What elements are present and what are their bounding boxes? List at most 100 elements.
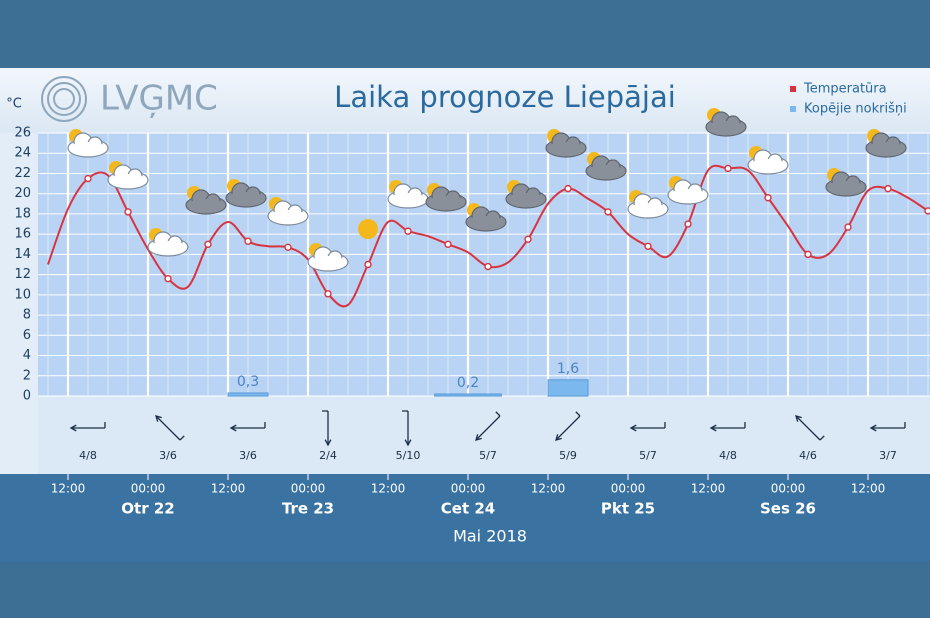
wind-arrow-shaft — [155, 415, 185, 441]
legend-swatch — [790, 106, 796, 112]
y-tick-label: 10 — [14, 287, 31, 302]
wind-arrow — [401, 410, 412, 447]
header-band — [0, 68, 930, 133]
temperature-marker — [204, 240, 212, 248]
temperature-marker — [124, 208, 132, 216]
wind-arrow-shaft — [475, 411, 501, 441]
legend: Temperatūra Kopējie nokrišņi — [790, 82, 907, 117]
temperature-marker — [524, 235, 532, 243]
wind-label: 3/7 — [879, 449, 897, 462]
weather-icons — [68, 108, 906, 271]
x-tick-label: 12:00 — [531, 482, 566, 496]
y-axis-band — [0, 133, 38, 474]
x-tick-label: 00:00 — [291, 482, 326, 496]
precipitation-bar — [547, 379, 589, 397]
x-tick-label: 12:00 — [211, 482, 246, 496]
legend-swatch — [790, 86, 796, 92]
y-tick-label: 12 — [14, 267, 31, 282]
wind-arrow-shaft — [69, 421, 106, 432]
y-tick-label: 18 — [14, 206, 31, 221]
temperature-marker — [404, 227, 412, 235]
wind-area — [38, 396, 930, 474]
wind-arrow-shaft — [629, 421, 666, 432]
y-tick-label: 4 — [23, 348, 31, 363]
y-tick-label: 26 — [14, 126, 31, 141]
y-tick-label: 24 — [14, 146, 31, 161]
temperature-marker — [604, 208, 612, 216]
wind-arrow-shaft — [555, 411, 581, 441]
temperature-marker — [444, 240, 452, 248]
temperature-marker — [164, 274, 172, 283]
wind-label: 5/7 — [639, 449, 657, 462]
y-tick-label: 0 — [23, 389, 31, 404]
wind-label: 4/8 — [79, 449, 97, 462]
wind-label: 3/6 — [159, 449, 177, 462]
temperature-marker — [804, 250, 812, 259]
x-tick-label: 12:00 — [851, 482, 886, 496]
temperature-marker — [364, 260, 372, 269]
wind-arrow — [475, 411, 501, 441]
wind-arrow-shaft — [795, 415, 825, 441]
wind-arrow-shaft — [869, 421, 906, 432]
wind-arrow-shaft — [229, 421, 266, 432]
wind-arrow — [869, 421, 906, 432]
x-axis-label: Mai 2018 — [453, 527, 527, 546]
y-tick-label: 8 — [23, 308, 31, 323]
y-tick-label: 2 — [23, 368, 31, 383]
wind-label: 2/4 — [319, 449, 337, 462]
day-label: Pkt 25 — [601, 500, 655, 518]
y-tick-label: 6 — [23, 328, 31, 343]
wind-label: 5/9 — [559, 449, 577, 462]
temperature-marker — [724, 164, 732, 173]
temperature-marker — [684, 220, 692, 228]
wind-arrow — [69, 421, 106, 432]
temperature-marker — [244, 237, 252, 245]
wind-label: 3/6 — [239, 449, 257, 462]
wind-arrow — [629, 421, 666, 432]
precipitation-bar — [434, 393, 502, 397]
temperature-marker — [284, 243, 292, 252]
temperature-marker — [644, 242, 652, 250]
temperature-marker — [844, 223, 852, 231]
y-tick-label: 14 — [14, 247, 31, 262]
wind-arrow-shaft — [401, 410, 412, 447]
precipitation-label: 1,6 — [557, 361, 579, 377]
logo-mark — [41, 76, 87, 122]
legend-label: Kopējie nokrišņi — [804, 102, 907, 117]
wind-label: 5/7 — [479, 449, 497, 462]
wind-arrow — [155, 415, 185, 441]
temperature-marker — [84, 174, 92, 183]
x-tick-label: 00:00 — [771, 482, 806, 496]
temperature-marker — [324, 290, 332, 298]
temperature-marker — [564, 184, 572, 193]
x-tick-label: 12:00 — [51, 482, 86, 496]
chart-title: Laika prognoze Liepājai — [334, 80, 676, 114]
temperature-marker — [884, 184, 892, 193]
wind-arrow — [229, 421, 266, 432]
wind-arrow — [709, 421, 746, 432]
precipitation-label: 0,3 — [237, 374, 259, 390]
wind-label: 5/10 — [396, 449, 421, 462]
day-label: Tre 23 — [282, 500, 334, 518]
temperature-marker — [484, 262, 492, 271]
temperature-marker — [924, 207, 930, 215]
wind-arrow — [795, 415, 825, 441]
x-tick-label: 00:00 — [611, 482, 646, 496]
x-tick-label: 12:00 — [691, 482, 726, 496]
wind-arrow — [555, 411, 581, 441]
y-axis-label: °C — [6, 97, 22, 112]
wind-arrow-shaft — [709, 421, 746, 432]
wind-arrow-shaft — [321, 410, 332, 447]
logo-text: LVĢMC — [100, 79, 218, 119]
temperature-marker — [764, 194, 772, 202]
day-label: Cet 24 — [441, 500, 495, 518]
wind-label: 4/6 — [799, 449, 817, 462]
y-tick-label: 22 — [14, 166, 31, 181]
precipitation-label: 0,2 — [457, 375, 479, 391]
x-tick-label: 00:00 — [131, 482, 166, 496]
day-label: Otr 22 — [121, 500, 174, 518]
x-tick-label: 00:00 — [451, 482, 486, 496]
wind-arrow — [321, 410, 332, 447]
data: 0,3 0,2 1,6 4/8 3/6 3/6 2/4 5/10 5/7 5/9 5/7 4/8 4/6… — [47, 164, 930, 462]
